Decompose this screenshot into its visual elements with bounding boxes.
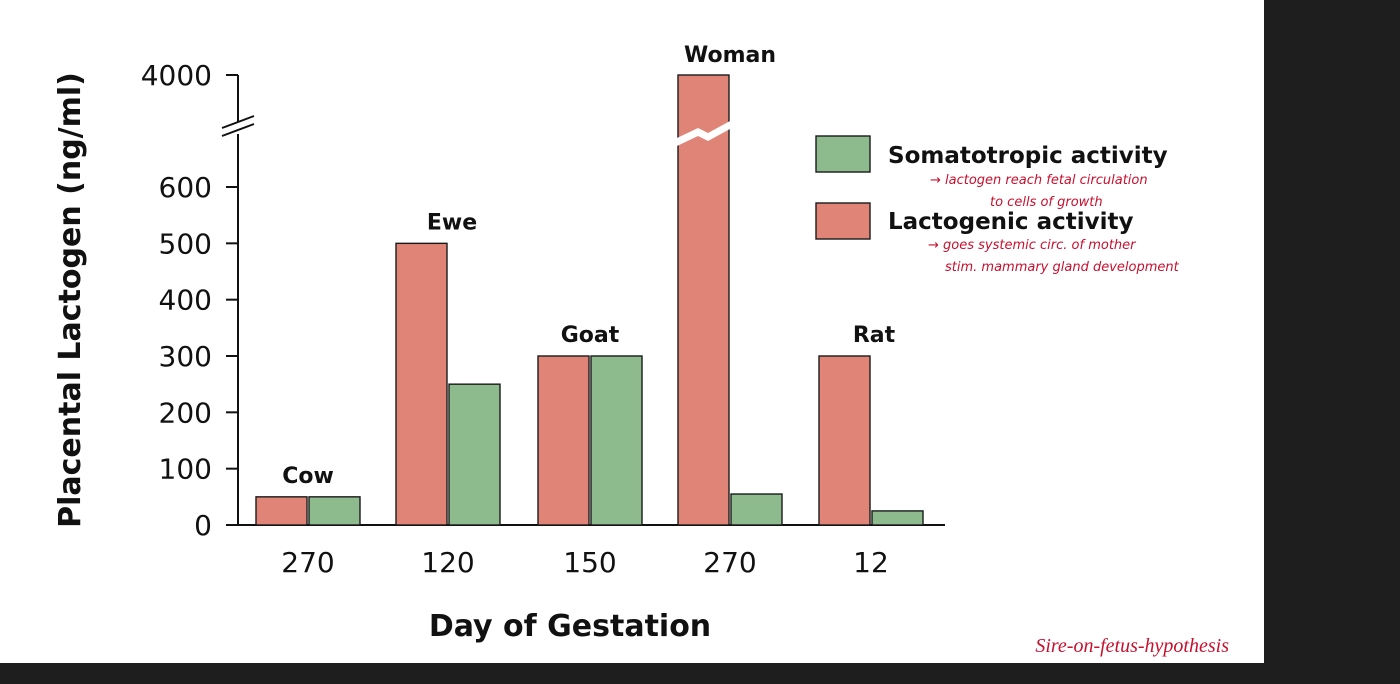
x-tick-label-3: 270 [703, 546, 756, 579]
group-label-rat: Rat [853, 323, 896, 348]
group-label-goat: Goat [561, 323, 620, 348]
x-axis-title: Day of Gestation [429, 609, 711, 644]
bar-somatotropic-rat [871, 510, 924, 526]
legend-label-lactogenic: Lactogenic activity [888, 209, 1133, 235]
note1-line1: → lactogen reach fetal circulation [930, 173, 1148, 188]
y-tick-label-100: 100 [159, 453, 212, 486]
legend-swatch-somatotropic [815, 135, 871, 173]
group-labels: Cow Ewe Goat Woman Rat [282, 43, 895, 489]
bar-lactogenic-ewe [395, 242, 448, 526]
y-tick-label-4000: 4000 [141, 59, 212, 92]
bar-lactogenic-rat [818, 355, 871, 526]
x-tick-label-2: 150 [563, 546, 616, 579]
y-axis-title: Placental Lactogen (ng/ml) [53, 72, 88, 528]
bar-break-icon [677, 121, 730, 146]
group-label-ewe: Ewe [427, 210, 477, 235]
bottom-dark-panel [0, 663, 1400, 684]
x-tick-label-4: 12 [853, 546, 889, 579]
y-tick-label-300: 300 [159, 340, 212, 373]
x-tick-labels: 270 120 150 270 12 [281, 546, 889, 579]
handwritten-notes: → lactogen reach fetal circulation to ce… [928, 173, 1180, 275]
note1-line2: to cells of growth [990, 195, 1103, 210]
legend-label-somatotropic: Somatotropic activity [888, 143, 1168, 169]
bar-somatotropic-woman [730, 493, 783, 526]
y-tick-label-600: 600 [159, 171, 212, 204]
note2-line1: → goes systemic circ. of mother [928, 238, 1137, 253]
credit-text: Sire-on-fetus-hypothesis [1035, 635, 1229, 657]
y-tick-label-500: 500 [159, 227, 212, 260]
group-label-woman: Woman [684, 43, 776, 68]
bars [255, 74, 924, 526]
x-tick-label-1: 120 [421, 546, 474, 579]
note2-line2: stim. mammary gland development [945, 260, 1180, 275]
legend: Somatotropic activity Lactogenic activit… [815, 135, 1168, 240]
bar-somatotropic-ewe [448, 383, 501, 526]
axis-break-icon [221, 115, 255, 137]
right-dark-panel [1264, 0, 1400, 684]
bar-somatotropic-cow [308, 496, 361, 526]
y-axis [221, 75, 255, 525]
y-ticks: 0 100 200 300 400 500 600 4000 [141, 59, 238, 542]
group-label-cow: Cow [282, 464, 334, 489]
x-tick-label-0: 270 [281, 546, 334, 579]
bar-somatotropic-goat [590, 355, 643, 526]
y-tick-label-400: 400 [159, 284, 212, 317]
bar-lactogenic-cow [255, 496, 308, 526]
legend-swatch-lactogenic [815, 202, 871, 240]
bar-lactogenic-goat [537, 355, 590, 526]
slide-canvas [0, 0, 1264, 663]
y-tick-label-0: 0 [194, 509, 212, 542]
bar-lactogenic-woman [677, 74, 730, 526]
y-tick-label-200: 200 [159, 396, 212, 429]
